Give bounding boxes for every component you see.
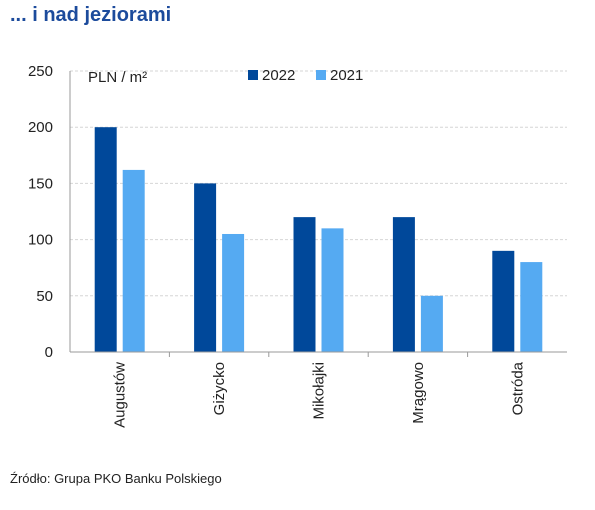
bar-2022	[194, 183, 217, 352]
y-tick-label: 200	[28, 119, 53, 136]
legend-swatch-2021	[316, 70, 326, 80]
chart-title: ... i nad jeziorami	[10, 4, 172, 26]
y-tick-label: 100	[28, 232, 53, 249]
legend-swatch-2022	[248, 70, 258, 80]
y-tick-label: 0	[45, 344, 53, 361]
category-label: Ostróda	[509, 361, 526, 415]
bar-2021	[222, 233, 245, 352]
category-label: Augustów	[112, 362, 129, 428]
x-axis-categories: Augustów Giżycko Mikołajki Mrągowo Ostróda	[112, 361, 527, 428]
category-label: Giżycko	[211, 362, 228, 415]
y-tick-label: 50	[36, 288, 53, 305]
y-axis-ticks: 0 50 100 150 200 250	[28, 63, 53, 361]
bar-2022	[392, 217, 415, 352]
bar-2021	[122, 169, 145, 352]
y-tick-label: 250	[28, 63, 53, 80]
bar-2022	[492, 250, 515, 352]
bar-chart: 0 50 100 150 200 250 Augustów Giżycko Mikołajki…	[28, 63, 567, 428]
gridlines	[70, 70, 567, 297]
bars	[94, 127, 543, 352]
legend-label: 2022	[262, 67, 295, 84]
category-label: Mikołajki	[311, 362, 328, 420]
unit-label: PLN / m²	[88, 69, 147, 86]
bar-2021	[520, 262, 543, 352]
axes	[69, 71, 567, 357]
bar-2022	[94, 127, 117, 352]
bar-2021	[321, 228, 344, 352]
legend-label: 2021	[330, 67, 363, 84]
bar-2021	[420, 295, 443, 352]
source-note: Źródło: Grupa PKO Banku Polskiego	[10, 471, 222, 486]
bar-2022	[293, 217, 316, 352]
category-label: Mrągowo	[410, 362, 427, 424]
legend: 2022 2021	[248, 67, 363, 84]
y-tick-label: 150	[28, 175, 53, 192]
